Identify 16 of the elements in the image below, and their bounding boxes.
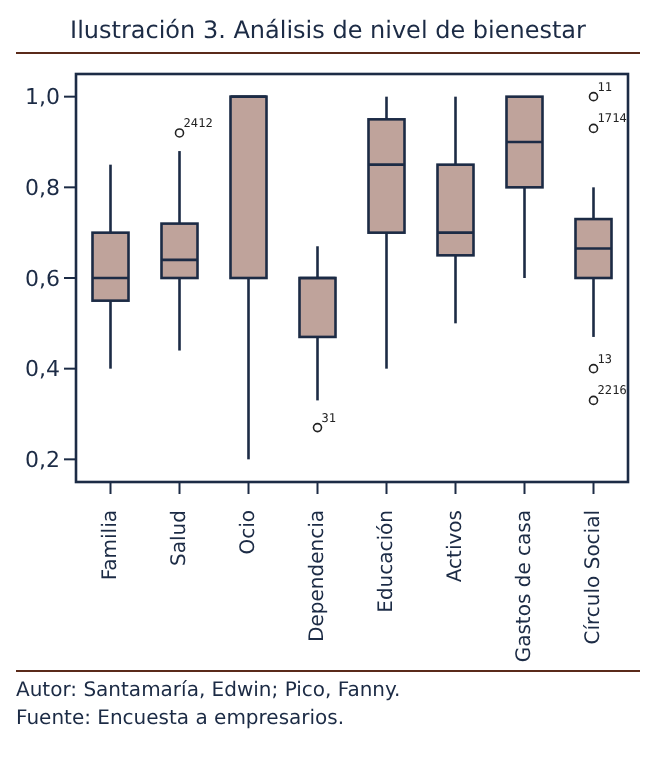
x-tick-label: Gastos de casa <box>513 510 536 663</box>
y-tick-label: 0,2 <box>25 447 60 474</box>
chart-title: Ilustración 3. Análisis de nivel de bienestar <box>16 16 640 54</box>
source-note: Fuente: Encuesta a empresarios. <box>16 706 347 734</box>
x-tick-label: Salud <box>168 510 191 566</box>
y-tick-label: 0,4 <box>25 356 60 383</box>
x-tick-label: Dependencia <box>306 510 329 642</box>
x-tick-label: Familia <box>99 510 122 581</box>
y-tick-label: 0,8 <box>25 175 60 202</box>
x-tick-label: Ocio <box>237 510 260 555</box>
y-tick-label: 1,0 <box>25 84 60 111</box>
y-tick-label: 0,6 <box>25 265 60 292</box>
x-tick-label: Educación <box>375 510 398 613</box>
x-tick-label: Círculo Social <box>582 510 605 645</box>
x-tick-label: Activos <box>444 510 467 583</box>
text: Autor: Santamaría, Edwin; Pico, Fanny. <box>16 678 403 706</box>
